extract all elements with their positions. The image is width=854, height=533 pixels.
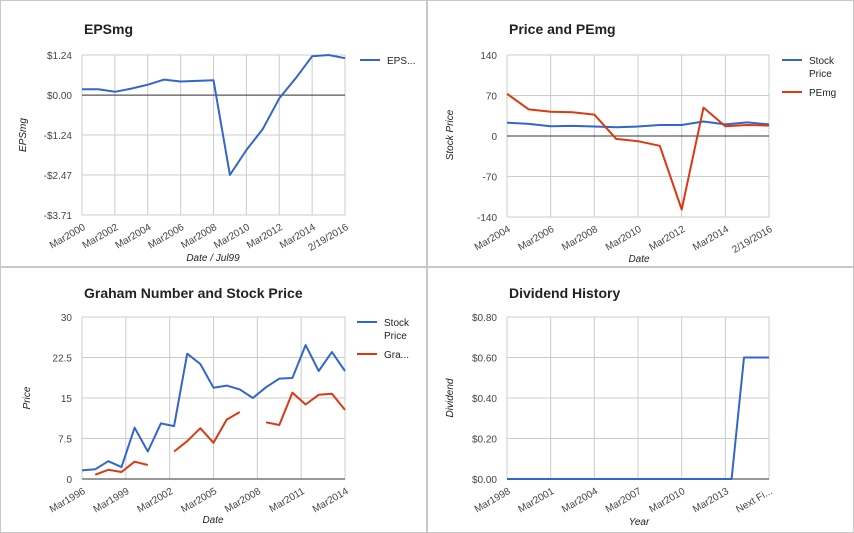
legend-label: PEmg: [809, 88, 836, 99]
x-tick-label: Mar2013: [691, 486, 731, 515]
x-tick-label: Mar2007: [604, 486, 644, 515]
x-tick-label: Mar2005: [179, 486, 219, 515]
series-line-1: [506, 120, 770, 129]
chart-4-svg: Dividend History $0.80 $0.60 $0.40 $0.20 $0.0…: [445, 285, 775, 528]
x-tick-label: Mar2001: [516, 486, 556, 515]
legend-label-line: Price: [809, 69, 832, 80]
x-tick-label: Mar2006: [146, 222, 186, 251]
x-axis-label: Date / Jul99: [186, 253, 240, 264]
legend-label: Stock Price: [384, 318, 410, 342]
y-tick-label: 70: [486, 92, 498, 103]
y-tick-label: 7.5: [58, 435, 72, 446]
y-axis-label: Dividend: [445, 378, 456, 417]
chart-1-svg: EPSmg $1.24 $0.00 -$1.24 -$2.47 -$3.71Mar2000…: [18, 21, 415, 264]
chart-title: EPSmg: [84, 21, 133, 37]
x-tick-label: Mar1999: [92, 486, 132, 515]
x-tick-label: Mar2004: [114, 222, 154, 251]
dividend-chart-panel: Dividend History $0.80 $0.60 $0.40 $0.20 $0.0…: [427, 267, 854, 533]
x-tick-label: Mar2004: [560, 486, 600, 515]
series-line-2: [94, 391, 346, 476]
y-tick-label: $0.60: [472, 354, 497, 365]
y-axis-label: EPSmg: [18, 118, 29, 152]
y-tick-label: 15: [61, 394, 73, 405]
y-tick-label: -140: [477, 213, 497, 224]
y-tick-label: -$3.71: [44, 211, 73, 222]
x-axis-label: Date: [202, 515, 224, 526]
x-axis-label: Date: [628, 254, 650, 265]
x-axis-label: Year: [629, 517, 650, 528]
y-tick-label: $0.00: [47, 91, 72, 102]
chart-3-svg: Graham Number and Stock Price 30 22.5 15 7.5…: [22, 285, 410, 526]
legend-label-line: Price: [384, 331, 407, 342]
y-axis-label: Price: [22, 386, 33, 409]
y-tick-label: $0.20: [472, 435, 497, 446]
chart-title: Dividend History: [509, 285, 620, 301]
x-tick-label: Mar2004: [473, 224, 513, 253]
x-tick-label: Mar2014: [691, 224, 731, 253]
x-tick-label: Next Fi...: [734, 486, 774, 516]
y-tick-label: $0.00: [472, 475, 497, 486]
y-axis-label: Stock Price: [445, 109, 456, 160]
series-line-1: [82, 54, 346, 176]
x-tick-label: Mar2010: [647, 486, 687, 515]
x-tick-label: Mar2000: [48, 222, 88, 251]
chart-title: Price and PEmg: [509, 21, 616, 37]
x-tick-label: Mar2002: [81, 222, 121, 251]
legend-label-line: Stock: [809, 56, 835, 67]
y-tick-label: $0.80: [472, 313, 497, 324]
x-tick-label: Mar2008: [223, 486, 263, 515]
y-tick-label: -70: [483, 173, 498, 184]
legend-label: Stock Price: [809, 56, 835, 80]
x-tick-label: Mar2008: [179, 222, 219, 251]
x-tick-label: Mar2010: [212, 222, 252, 251]
legend-label: EPS...: [387, 56, 415, 67]
y-tick-label: $1.24: [47, 51, 72, 62]
graham-chart-panel: Graham Number and Stock Price 30 22.5 15 7.5…: [0, 267, 427, 533]
legend-label-line: Stock: [384, 318, 410, 329]
x-tick-label: Mar2010: [604, 224, 644, 253]
series-line-1: [81, 344, 346, 472]
x-tick-label: Mar2012: [647, 224, 687, 253]
x-tick-label: Mar2011: [268, 486, 307, 515]
series-line-1: [507, 356, 769, 480]
y-tick-label: $0.40: [472, 394, 497, 405]
legend-label: Gra...: [384, 350, 409, 361]
eps-chart-panel: EPSmg $1.24 $0.00 -$1.24 -$2.47 -$3.71 Mar2000…: [0, 0, 427, 267]
x-tick-label: Mar2014: [311, 486, 351, 515]
y-tick-label: -$1.24: [44, 131, 73, 142]
x-tick-label: Mar2012: [245, 222, 285, 251]
x-tick-label: Mar2008: [560, 224, 600, 253]
y-tick-label: 0: [66, 475, 72, 486]
x-tick-label: Mar2006: [516, 224, 556, 253]
y-tick-label: 140: [480, 51, 497, 62]
price-pe-chart-panel: Price and PEmg 140 70 0 -70 -140 Mar2004 Mar200…: [427, 0, 854, 267]
x-tick-label: Mar1998: [473, 486, 513, 515]
x-tick-label: Mar2002: [135, 486, 175, 515]
y-tick-label: 22.5: [53, 354, 73, 365]
y-tick-label: 30: [61, 313, 73, 324]
series-line-2: [506, 92, 770, 211]
x-tick-label: Mar1996: [48, 486, 88, 515]
x-tick-label: 2/19/2016: [730, 224, 774, 256]
y-tick-label: 0: [491, 132, 497, 143]
y-tick-label: -$2.47: [44, 171, 73, 182]
chart-title: Graham Number and Stock Price: [84, 285, 303, 301]
